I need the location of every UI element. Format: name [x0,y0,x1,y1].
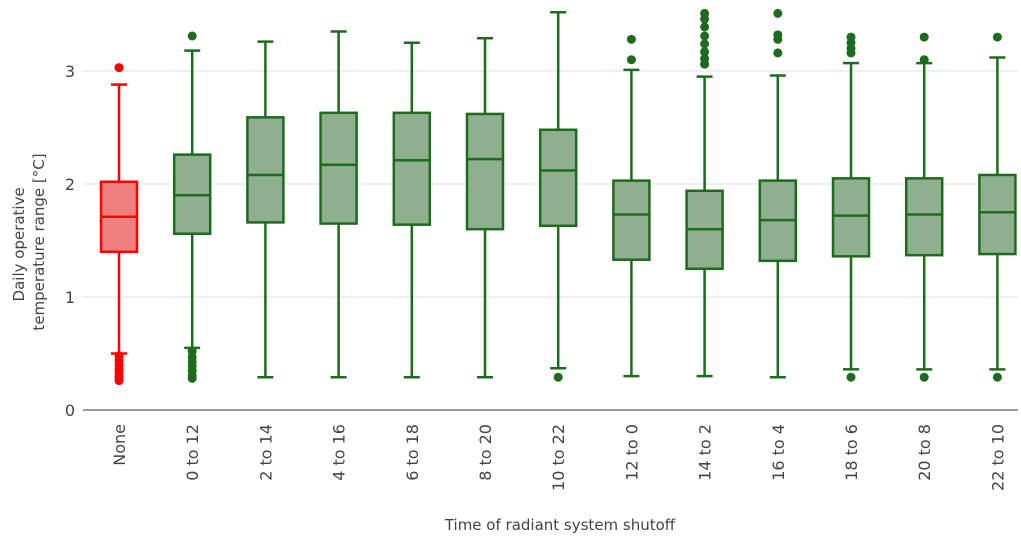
outlier-point [187,31,197,41]
y-tick-label: 0 [65,401,75,420]
x-tick-label: 4 to 16 [330,424,349,481]
x-tick-label: 10 to 22 [549,424,568,491]
outlier-point [114,63,124,73]
box-group [172,31,212,383]
box-iqr [612,179,651,261]
outlier-point [700,47,710,57]
axis-layer: 0 1 2 3 [65,62,1018,420]
box-group [758,8,798,379]
box-iqr [978,173,1017,256]
box-group [904,32,944,382]
outlier-point [992,32,1002,42]
y-axis-title-line-2: temperature range [°C] [30,153,48,330]
outlier-point [919,372,929,382]
outlier-point [919,32,929,42]
label-layer: Time of radiant system shutoff Daily ope… [10,153,1007,534]
outlier-point [700,14,710,24]
outlier-point [773,34,783,44]
outlier-point [846,48,856,58]
outlier-point [773,8,783,18]
x-tick-label: 0 to 12 [183,424,202,481]
y-tick-label: 1 [65,288,75,307]
x-tick-label: 6 to 18 [403,424,422,481]
x-tick-label: 16 to 4 [769,424,788,481]
box-group [978,32,1017,382]
box-group [392,41,432,379]
outlier-point [553,372,563,382]
outlier-point [626,55,636,65]
box-group [465,36,505,379]
box-layer [99,8,1017,386]
box-group [538,10,578,382]
x-tick-label: 12 to 0 [622,424,641,481]
box-group [319,30,358,379]
outlier-point [919,55,929,65]
x-tick-label: 14 to 2 [696,424,715,481]
box-iqr [319,111,358,225]
y-axis-title-line-1: Daily operative [10,187,28,301]
box-group [612,34,651,378]
box-iqr [831,177,871,258]
outlier-point [114,376,124,386]
x-axis-title: Time of radiant system shutoff [444,516,676,534]
box-group [831,32,871,382]
box-iqr [246,116,285,224]
outlier-point [626,34,636,44]
box-group [99,63,139,386]
box-iqr [538,128,578,228]
outlier-point [846,372,856,382]
box-group [685,8,724,378]
x-tick-label: 18 to 6 [842,424,861,481]
y-tick-label: 3 [65,62,75,81]
x-tick-label: 8 to 20 [476,424,495,481]
outlier-point [700,31,710,41]
x-tick-label: 20 to 8 [915,424,934,481]
outlier-point [700,59,710,69]
x-tick-label: None [110,424,129,466]
outlier-point [773,48,783,58]
box-group [246,40,285,379]
outlier-point [992,372,1002,382]
box-iqr [904,177,944,257]
outlier-point [700,39,710,49]
box-iqr [465,112,505,231]
box-iqr [392,111,432,226]
outlier-point [187,373,197,383]
y-tick-label: 2 [65,175,75,194]
outlier-point [700,22,710,32]
y-axis-title: Daily operative temperature range [°C] [10,153,48,330]
x-tick-label: 22 to 10 [988,424,1007,491]
x-tick-label: 2 to 14 [256,424,275,481]
